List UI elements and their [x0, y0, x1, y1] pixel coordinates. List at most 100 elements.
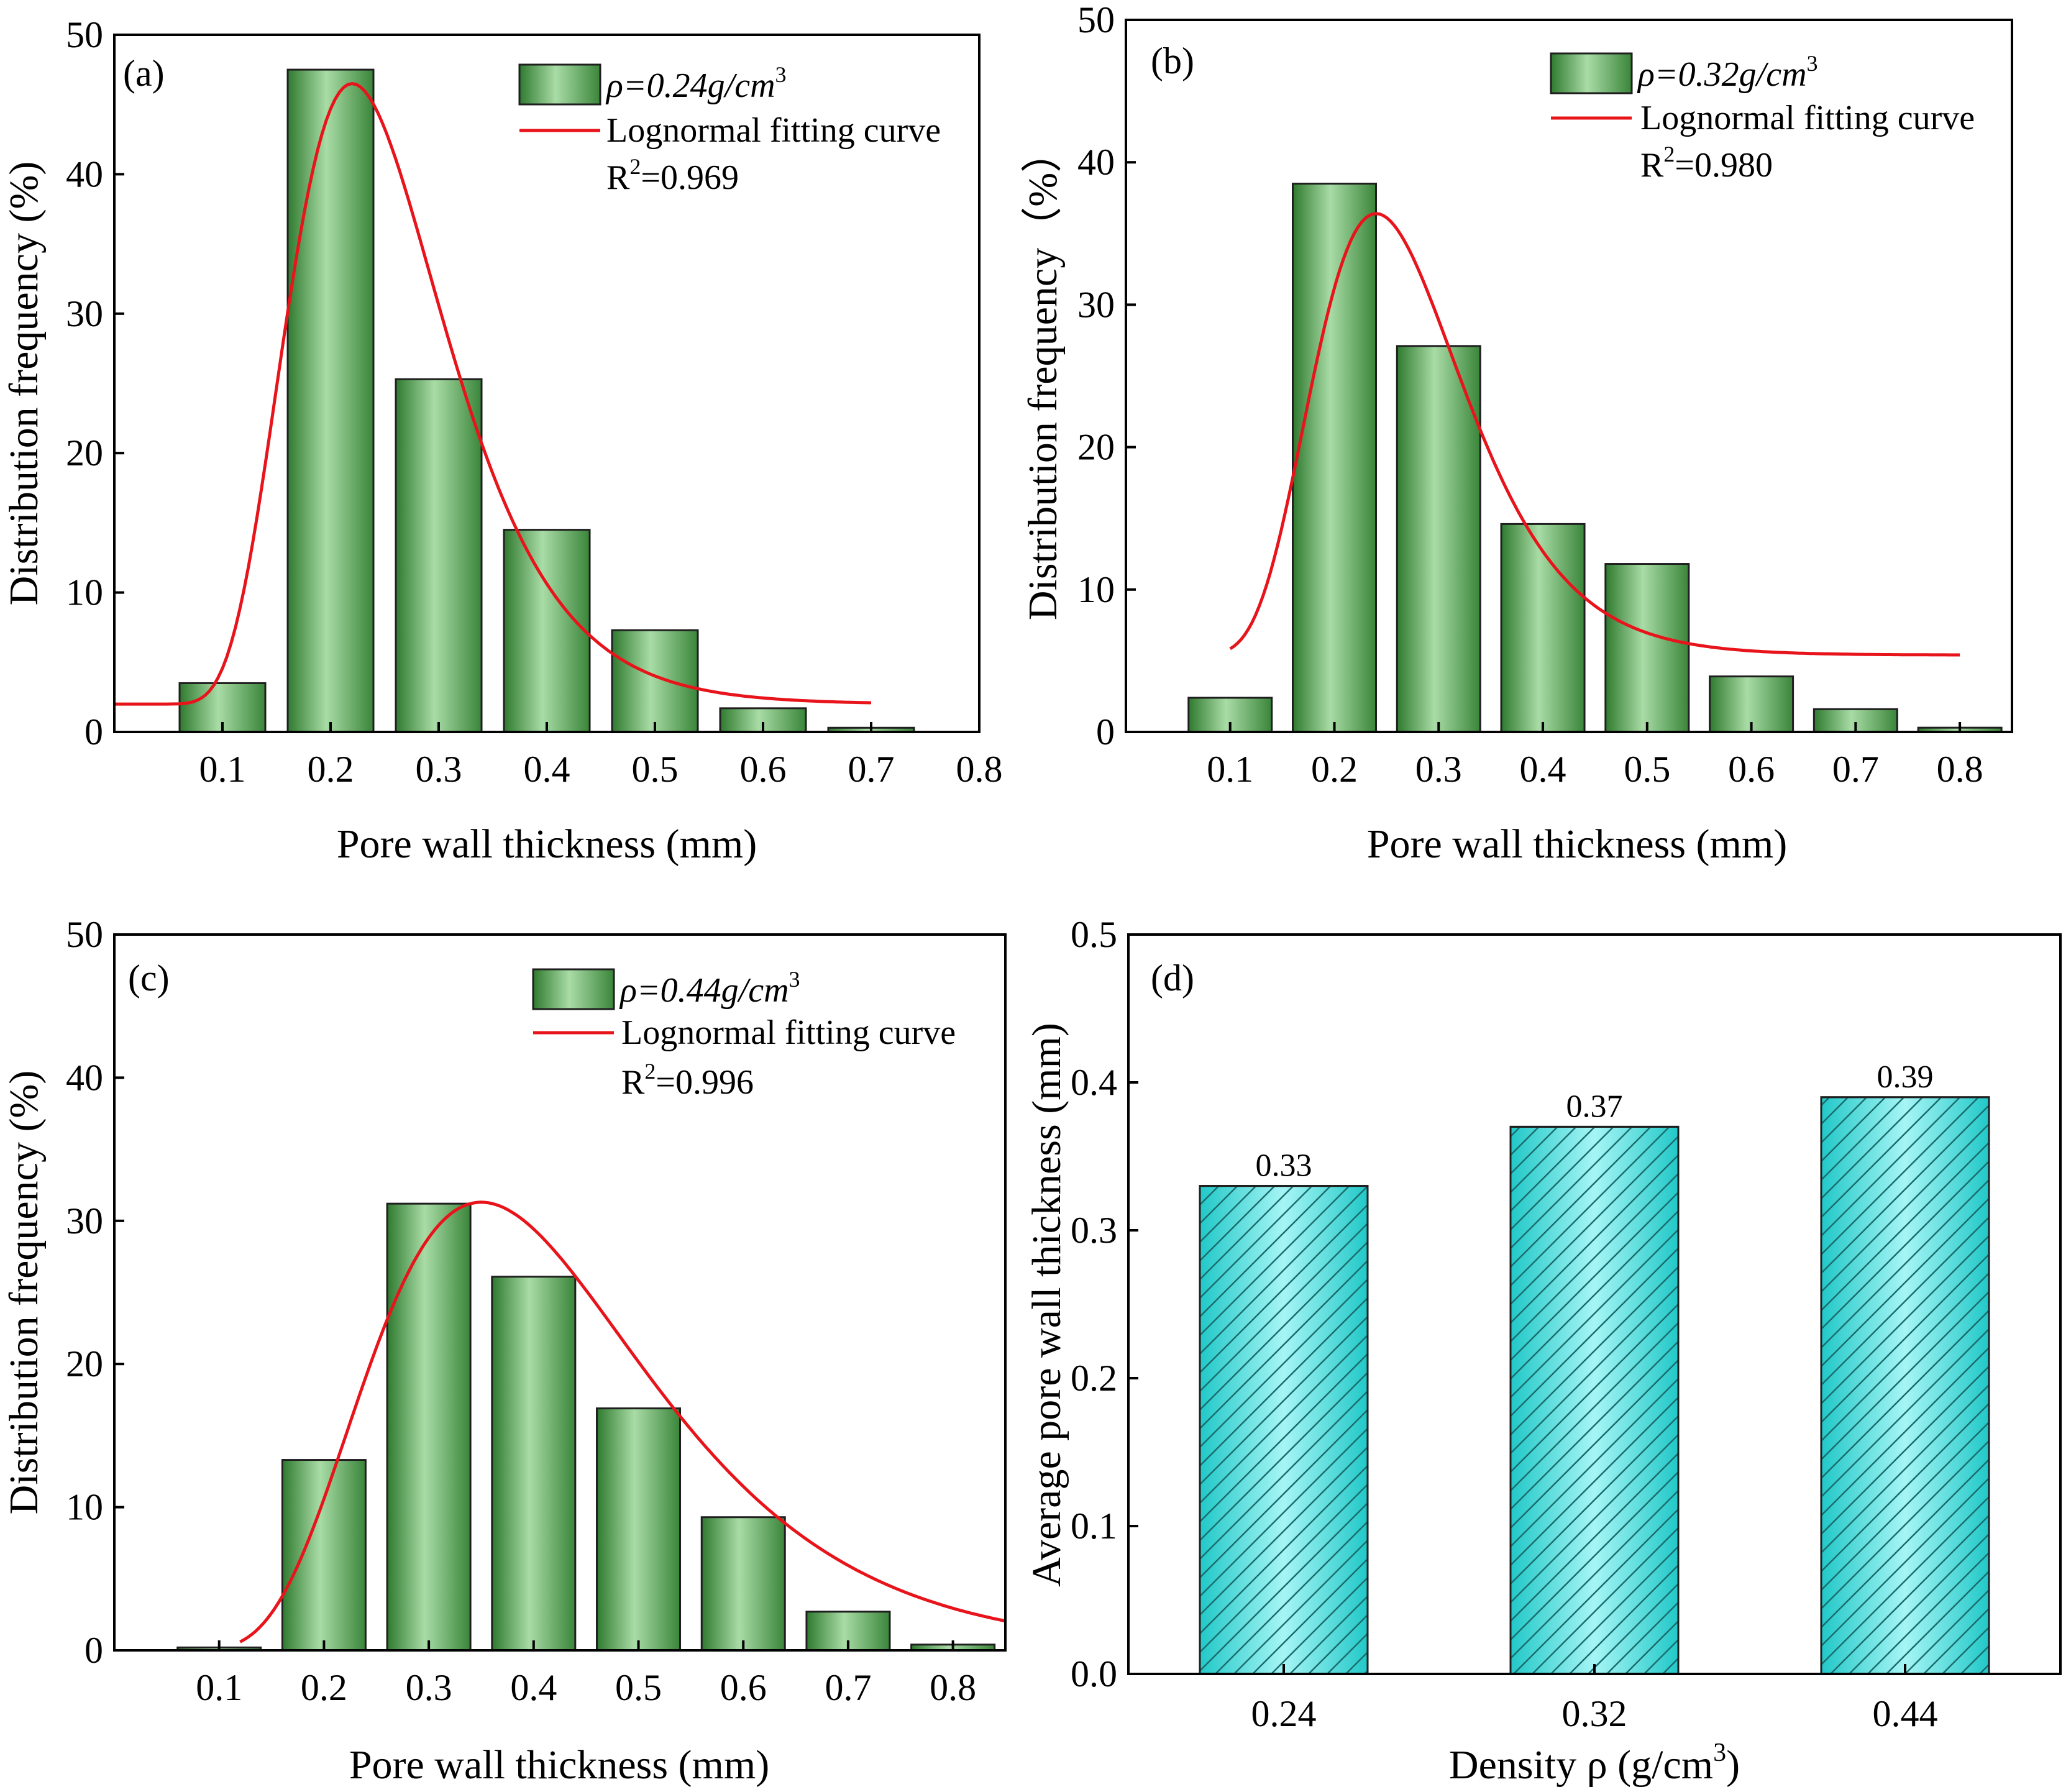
panel-d-ylabel: Average pore wall thickness (mm) — [1024, 1023, 1069, 1587]
panel-c-xtick-label: 0.8 — [930, 1667, 976, 1708]
panel-c-plot: 0.1 0.2 0.3 0.4 0.5 0.6 0.7 0.8 0 10 20 30 40 50 — [66, 914, 1006, 1708]
panel-d-data-label: 0.37 — [1566, 1089, 1623, 1124]
panel-c-xlabel: Pore wall thickness (mm) — [349, 1742, 769, 1788]
panel-b-bar — [1500, 523, 1586, 733]
panel-d-xtick-label: 0.24 — [1251, 1693, 1317, 1734]
panel-d-xtick-label: 0.44 — [1873, 1693, 1938, 1734]
panel-a-ytick-label: 40 — [66, 153, 103, 194]
panel-b-bar — [1396, 345, 1481, 733]
panel-b-ytick-label: 20 — [1077, 427, 1115, 468]
panel-c-frame — [113, 933, 1007, 1652]
panel-d-tag: (d) — [1151, 958, 1194, 999]
panel-c-tag: (c) — [128, 958, 170, 999]
panel-c-legend: ρ=0.44g/cm3 Lognormal fitting curve R2=0… — [532, 967, 956, 1102]
panel-b-xtick-label: 0.4 — [1520, 749, 1566, 790]
panel-d-data-label: 0.33 — [1256, 1148, 1312, 1184]
panel-b-xtick-label: 0.2 — [1311, 749, 1358, 790]
panel-b-legend: ρ=0.32g/cm3 Lognormal fitting curve R2=0… — [1550, 51, 1975, 185]
panel-c-ytick-label: 50 — [66, 914, 103, 955]
panel-c-legend-bar-label: ρ=0.44g/cm3 — [619, 967, 800, 1010]
panel-b: 0.1 0.2 0.3 0.4 0.5 0.6 0.7 0.8 0 10 20 30 40 50 ρ=0.… — [1020, 0, 2013, 867]
panel-d-xlabel: Density ρ (g/cm3) — [1449, 1739, 1740, 1788]
panel-b-ylabel: Distribution frequency（%） — [1020, 132, 1066, 620]
panel-c-bar — [386, 1202, 472, 1652]
panel-a-bar — [395, 378, 483, 733]
panel-c-xtick-label: 0.6 — [720, 1667, 767, 1708]
panel-a-legend: ρ=0.24g/cm3 Lognormal fitting curve R2=0… — [518, 62, 941, 197]
panel-a-xlabel: Pore wall thickness (mm) — [337, 821, 757, 867]
panel-d: 0.33 0.24 0.37 0.32 0.39 0.44 0.0 0.1 0.2 0.3 0.4 0… — [1024, 914, 2062, 1788]
panel-b-ytick-label: 0 — [1096, 711, 1115, 752]
panel-d-ytick-label: 0.5 — [1071, 914, 1117, 955]
panel-c-fit-curve — [239, 1200, 1006, 1643]
panel-b-r-squared: R2=0.980 — [1640, 142, 1773, 185]
panel-b-ytick-label: 50 — [1077, 0, 1115, 40]
panel-a-ytick-label: 10 — [66, 572, 103, 613]
panel-d-data-label: 0.39 — [1877, 1059, 1934, 1095]
panel-c-r-squared: R2=0.996 — [621, 1059, 754, 1102]
panel-c-bar — [491, 1276, 577, 1652]
panel-c-ytick-label: 20 — [66, 1343, 103, 1384]
panel-c-xtick-label: 0.5 — [615, 1667, 662, 1708]
panel-c-xtick-label: 0.7 — [825, 1667, 871, 1708]
panel-c-ylabel: Distribution frequency (%) — [1, 1071, 47, 1515]
panel-b-xtick-label: 0.3 — [1415, 749, 1462, 790]
panel-c-xtick-label: 0.1 — [196, 1667, 242, 1708]
panel-a-legend-curve-label: Lognormal fitting curve — [606, 111, 941, 150]
panel-a-xtick-label: 0.3 — [416, 749, 462, 790]
panel-d-ytick-label: 0.2 — [1071, 1358, 1117, 1399]
panel-a-xtick-label: 0.7 — [848, 749, 895, 790]
panel-b-ytick-label: 10 — [1077, 569, 1115, 610]
panel-b-legend-curve-label: Lognormal fitting curve — [1640, 99, 1975, 137]
panel-b-legend-bar-swatch — [1550, 52, 1633, 94]
panel-c-bar — [281, 1459, 367, 1652]
panel-c-ytick-label: 10 — [66, 1487, 103, 1528]
panel-c-ytick-label: 30 — [66, 1200, 103, 1241]
panel-a-ylabel: Distribution frequency (%) — [1, 162, 47, 606]
panel-a-legend-bar-label: ρ=0.24g/cm3 — [605, 62, 787, 105]
panel-b-plot: 0.1 0.2 0.3 0.4 0.5 0.6 0.7 0.8 0 10 20 30 40 50 — [1077, 0, 2003, 790]
panel-b-ytick-label: 40 — [1077, 142, 1115, 183]
panel-b-xtick-label: 0.7 — [1832, 749, 1879, 790]
panel-a-xtick-label: 0.6 — [740, 749, 787, 790]
panel-a-tag: (a) — [123, 53, 165, 94]
panel-b-xtick-label: 0.5 — [1624, 749, 1670, 790]
panel-c-xtick-label: 0.2 — [301, 1667, 347, 1708]
panel-a-xtick-label: 0.8 — [956, 749, 1003, 790]
panel-c-bar — [596, 1407, 682, 1652]
panel-d-bar-hatch — [1509, 1125, 1680, 1675]
panel-b-xtick-label: 0.6 — [1728, 749, 1775, 790]
panel-c-legend-curve-label: Lognormal fitting curve — [621, 1013, 956, 1052]
panel-b-ytick-label: 30 — [1077, 284, 1115, 325]
panel-a-plot: 0.1 0.2 0.3 0.4 0.5 0.6 0.7 0.8 0 10 20 30 40 50 — [66, 14, 1003, 790]
panel-c-xtick-label: 0.3 — [406, 1667, 452, 1708]
panel-b-xtick-label: 0.8 — [1937, 749, 1983, 790]
panel-c-bar — [700, 1516, 786, 1652]
panel-a-frame — [113, 34, 981, 733]
panel-d-ytick-label: 0.1 — [1071, 1506, 1117, 1547]
panel-a: 0.1 0.2 0.3 0.4 0.5 0.6 0.7 0.8 0 10 20 30 40 50 ρ=0.… — [1, 14, 1003, 867]
panel-c-ytick-label: 0 — [85, 1630, 103, 1671]
panel-b-xtick-label: 0.1 — [1207, 749, 1253, 790]
panel-a-ytick-label: 20 — [66, 432, 103, 473]
panel-b-bar — [1604, 563, 1690, 733]
panel-d-frame — [1127, 933, 2062, 1675]
panel-a-r-squared: R2=0.969 — [606, 154, 739, 197]
panel-c-ytick-label: 40 — [66, 1057, 103, 1098]
panel-a-legend-bar-swatch — [518, 63, 601, 106]
panel-d-bar-hatch — [1199, 1185, 1369, 1675]
panel-b-bar — [1292, 183, 1378, 733]
panel-a-xtick-label: 0.2 — [308, 749, 354, 790]
panel-a-xtick-label: 0.5 — [632, 749, 679, 790]
panel-a-xtick-label: 0.1 — [199, 749, 246, 790]
panel-c-xtick-label: 0.4 — [510, 1667, 557, 1708]
panel-b-legend-bar-label: ρ=0.32g/cm3 — [1637, 51, 1818, 94]
panel-a-bar — [503, 529, 591, 733]
panel-c-legend-bar-swatch — [532, 968, 615, 1010]
panel-a-fit-curve — [114, 81, 872, 706]
panel-d-ytick-label: 0.3 — [1071, 1210, 1117, 1251]
panel-d-ytick-label: 0.0 — [1071, 1653, 1117, 1694]
panel-d-bar-hatch — [1820, 1096, 1990, 1675]
panel-b-xlabel: Pore wall thickness (mm) — [1367, 821, 1787, 867]
